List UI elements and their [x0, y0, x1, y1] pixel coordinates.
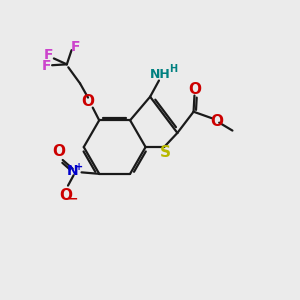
- Text: F: F: [70, 40, 80, 54]
- Text: O: O: [188, 82, 201, 97]
- Text: N: N: [67, 164, 79, 178]
- Text: S: S: [160, 146, 171, 160]
- Text: −: −: [68, 193, 78, 206]
- Text: +: +: [75, 162, 83, 172]
- Text: O: O: [211, 114, 224, 129]
- Text: NH: NH: [150, 68, 171, 81]
- Text: H: H: [169, 64, 177, 74]
- Text: F: F: [44, 48, 53, 62]
- Text: O: O: [52, 144, 65, 159]
- Text: O: O: [59, 188, 72, 203]
- Text: F: F: [41, 59, 51, 73]
- Text: O: O: [82, 94, 94, 109]
